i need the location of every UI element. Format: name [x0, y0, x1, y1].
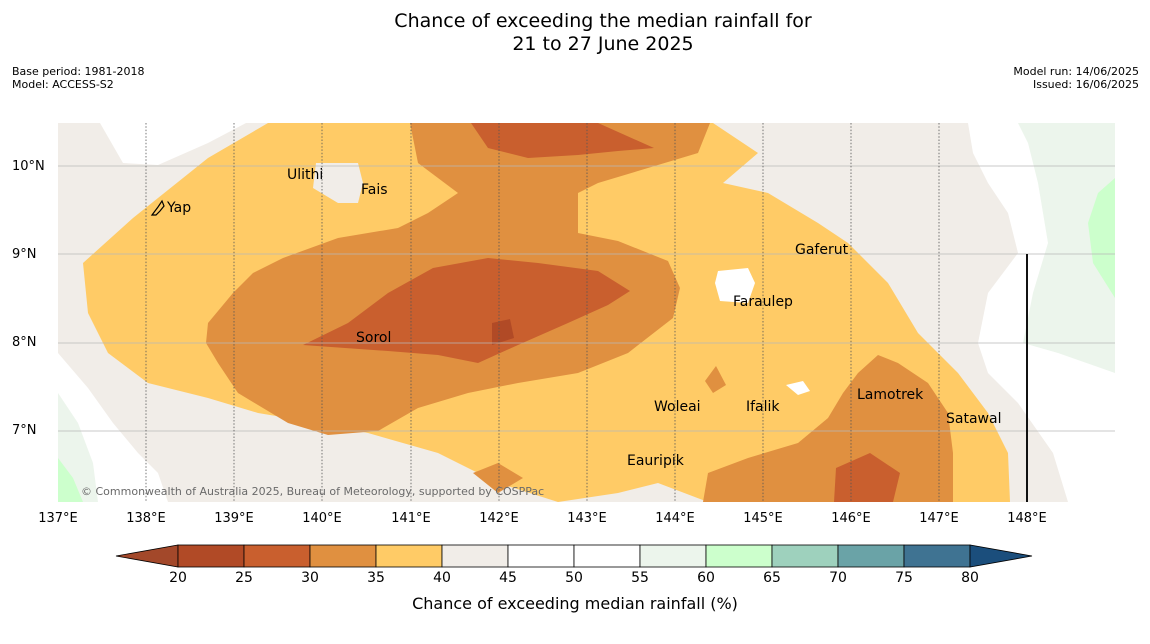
model-run: Model run: 14/06/2025 [1013, 65, 1139, 78]
colorbar-segment [705, 544, 773, 568]
region-45-50-ifalik [786, 381, 810, 395]
colorbar-tick-80: 80 [961, 570, 979, 586]
region-45-50-faraulep [715, 268, 755, 303]
colorbar-tick-70: 70 [829, 570, 847, 586]
region-60-65-east [1088, 178, 1115, 298]
yap-island-icon [150, 199, 165, 216]
region-40-45-fais [313, 163, 363, 203]
region-30-35-eauripik [473, 463, 523, 493]
colorbar-segment [441, 544, 509, 568]
colorbar-tick-45: 45 [499, 570, 517, 586]
colorbar-segment [177, 544, 245, 568]
meta-right: Model run: 14/06/2025 Issued: 16/06/2025 [1013, 65, 1139, 91]
place-label-ifalik: Ifalik [746, 399, 780, 415]
lon-label-138: 138°E [126, 511, 166, 526]
colorbar-label: Chance of exceeding median rainfall (%) [412, 594, 738, 613]
colorbar-segment [243, 544, 311, 568]
region-45-55-north [100, 123, 246, 165]
lon-label-148: 148°E [1007, 511, 1047, 526]
place-label-sorol: Sorol [356, 330, 392, 346]
place-label-fais: Fais [361, 182, 388, 198]
place-label-gaferut: Gaferut [795, 242, 849, 258]
copyright-notice: © Commonwealth of Australia 2025, Bureau… [81, 485, 545, 498]
colorbar-extension-low [115, 544, 179, 568]
region-25-30-southeast [834, 453, 900, 502]
lon-label-141: 141°E [391, 511, 431, 526]
place-label-lamotrek: Lamotrek [857, 387, 924, 403]
region-60-65-southwest [58, 458, 83, 502]
colorbar-segment [309, 544, 377, 568]
region-55-60-east [1018, 123, 1115, 373]
lon-label-143: 143°E [567, 511, 607, 526]
lon-label-142: 142°E [479, 511, 519, 526]
lon-label-139: 139°E [214, 511, 254, 526]
base-period: Base period: 1981-2018 [12, 65, 145, 78]
colorbar-segment [771, 544, 839, 568]
place-label-ulithi: Ulithi [287, 167, 324, 183]
colorbar-segment [507, 544, 575, 568]
lon-label-145: 145°E [743, 511, 783, 526]
region-25-30-central [303, 258, 630, 363]
lon-gridlines [145, 123, 940, 502]
colorbar-segment [837, 544, 905, 568]
lat-label-7: 7°N [12, 423, 37, 438]
colorbar-tick-50: 50 [565, 570, 583, 586]
region-25-30-north [471, 123, 654, 158]
title-line-2: 21 to 27 June 2025 [512, 33, 694, 55]
place-label-faraulep: Faraulep [733, 294, 793, 310]
colorbar-tick-20: 20 [169, 570, 187, 586]
chart-title: Chance of exceeding the median rainfall … [0, 10, 1150, 56]
lat-label-10: 10°N [12, 159, 45, 174]
meta-left: Base period: 1981-2018 Model: ACCESS-S2 [12, 65, 144, 91]
model-name: Model: ACCESS-S2 [12, 78, 114, 91]
lon-label-146: 146°E [831, 511, 871, 526]
colorbar-tick-35: 35 [367, 570, 385, 586]
colorbar-segment [903, 544, 971, 568]
region-30-35-southeast [703, 355, 953, 502]
colorbar-segment [573, 544, 641, 568]
colorbar-segment [375, 544, 443, 568]
colorbar-tick-55: 55 [631, 570, 649, 586]
colorbar-segment [639, 544, 707, 568]
rainfall-map[interactable] [58, 123, 1115, 502]
lat-label-9: 9°N [12, 247, 37, 262]
lon-label-140: 140°E [302, 511, 342, 526]
region-30-35-small [705, 366, 726, 393]
colorbar-tick-65: 65 [763, 570, 781, 586]
place-label-eauripik: Eauripik [627, 453, 684, 469]
place-label-satawal: Satawal [946, 411, 1002, 427]
lon-label-147: 147°E [919, 511, 959, 526]
lon-label-144: 144°E [655, 511, 695, 526]
colorbar-tick-30: 30 [301, 570, 319, 586]
issued-date: Issued: 16/06/2025 [1032, 78, 1139, 91]
colorbar [115, 544, 1033, 568]
lon-label-137: 137°E [38, 511, 78, 526]
lat-label-8: 8°N [12, 335, 37, 350]
colorbar-tick-40: 40 [433, 570, 451, 586]
place-label-woleai: Woleai [654, 399, 701, 415]
colorbar-tick-25: 25 [235, 570, 253, 586]
colorbar-tick-60: 60 [697, 570, 715, 586]
place-label-yap: Yap [167, 200, 192, 216]
title-line-1: Chance of exceeding the median rainfall … [394, 10, 812, 32]
region-20-25-central [492, 319, 514, 345]
colorbar-extension-high [969, 544, 1033, 568]
colorbar-tick-75: 75 [895, 570, 913, 586]
map-canvas [58, 123, 1115, 502]
